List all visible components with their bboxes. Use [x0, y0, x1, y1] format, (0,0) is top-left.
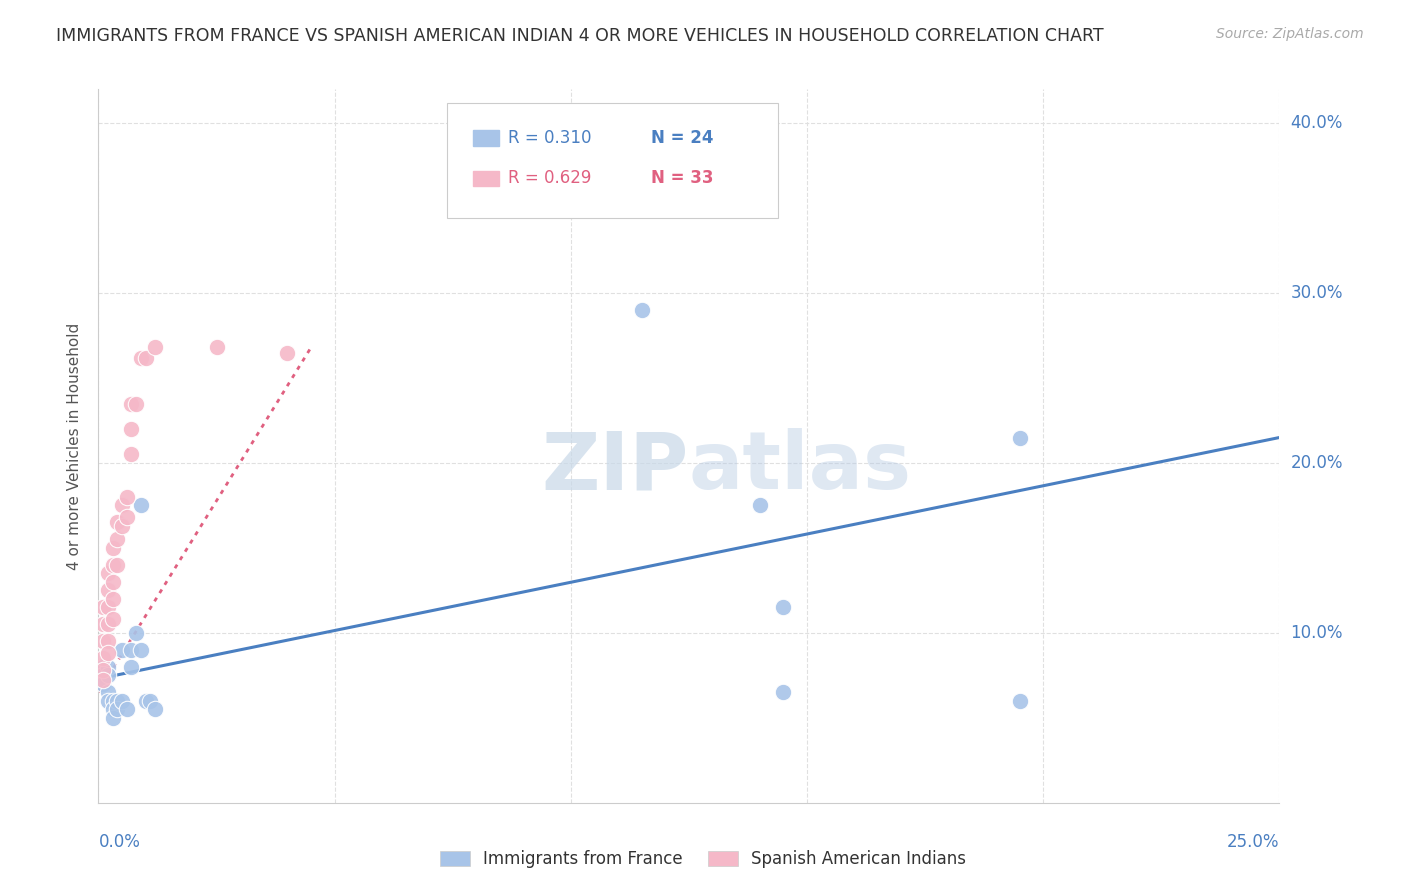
Point [101, 702, 124, 716]
Point [97, 694, 120, 708]
Point [143, 341, 166, 355]
Point [111, 643, 134, 657]
Point [129, 643, 152, 657]
Point [121, 660, 143, 674]
Point [135, 694, 157, 708]
Point [97, 685, 120, 699]
Point [143, 702, 166, 716]
Point [276, 345, 298, 359]
Bar [472, 130, 499, 145]
Point [105, 558, 128, 572]
Point [121, 643, 143, 657]
Legend: Immigrants from France, Spanish American Indians: Immigrants from France, Spanish American… [433, 844, 973, 875]
Point [97, 600, 120, 615]
Point [91, 677, 114, 691]
Point [465, 167, 488, 181]
Point [630, 303, 652, 318]
Point [91, 651, 114, 665]
Point [205, 341, 228, 355]
Point [125, 626, 148, 640]
Y-axis label: 4 or more Vehicles in Household: 4 or more Vehicles in Household [67, 322, 83, 570]
Point [135, 351, 157, 365]
Point [1008, 694, 1031, 708]
Text: R = 0.310: R = 0.310 [508, 128, 592, 146]
Bar [472, 170, 499, 186]
Point [105, 516, 128, 530]
Point [101, 612, 124, 626]
Point [105, 702, 128, 716]
Point [772, 685, 794, 699]
Point [91, 617, 114, 632]
Point [115, 510, 138, 524]
Text: 25.0%: 25.0% [1227, 833, 1279, 851]
Text: IMMIGRANTS FROM FRANCE VS SPANISH AMERICAN INDIAN 4 OR MORE VEHICLES IN HOUSEHOL: IMMIGRANTS FROM FRANCE VS SPANISH AMERIC… [56, 27, 1104, 45]
Point [129, 351, 152, 365]
Text: 20.0%: 20.0% [1291, 454, 1343, 472]
Point [97, 617, 120, 632]
Point [748, 499, 770, 513]
Point [115, 490, 138, 504]
Point [121, 448, 143, 462]
Text: ZIP: ZIP [541, 428, 689, 507]
Point [97, 646, 120, 660]
Point [91, 634, 114, 648]
Point [111, 519, 134, 533]
Point [91, 600, 114, 615]
Point [91, 660, 114, 674]
Point [91, 673, 114, 688]
Point [101, 558, 124, 572]
Point [101, 591, 124, 606]
Point [129, 499, 152, 513]
Point [111, 694, 134, 708]
Text: 10.0%: 10.0% [1291, 624, 1343, 642]
Point [105, 694, 128, 708]
Point [125, 396, 148, 410]
Point [139, 694, 162, 708]
Text: Source: ZipAtlas.com: Source: ZipAtlas.com [1216, 27, 1364, 41]
Point [772, 600, 794, 615]
Point [91, 668, 114, 682]
Point [105, 533, 128, 547]
Text: atlas: atlas [689, 428, 912, 507]
Point [101, 541, 124, 555]
Point [121, 422, 143, 436]
Point [1008, 430, 1031, 444]
Point [97, 566, 120, 581]
Text: 0.0%: 0.0% [98, 833, 141, 851]
Point [91, 663, 114, 677]
Point [101, 711, 124, 725]
Point [101, 574, 124, 589]
Point [97, 634, 120, 648]
Text: N = 24: N = 24 [651, 128, 714, 146]
Text: 40.0%: 40.0% [1291, 114, 1343, 132]
Point [101, 694, 124, 708]
Text: N = 33: N = 33 [651, 169, 714, 187]
Point [97, 660, 120, 674]
Point [97, 583, 120, 598]
FancyBboxPatch shape [447, 103, 778, 218]
Point [97, 668, 120, 682]
Point [111, 499, 134, 513]
Text: 30.0%: 30.0% [1291, 284, 1343, 302]
Point [115, 702, 138, 716]
Text: R = 0.629: R = 0.629 [508, 169, 592, 187]
Point [121, 396, 143, 410]
